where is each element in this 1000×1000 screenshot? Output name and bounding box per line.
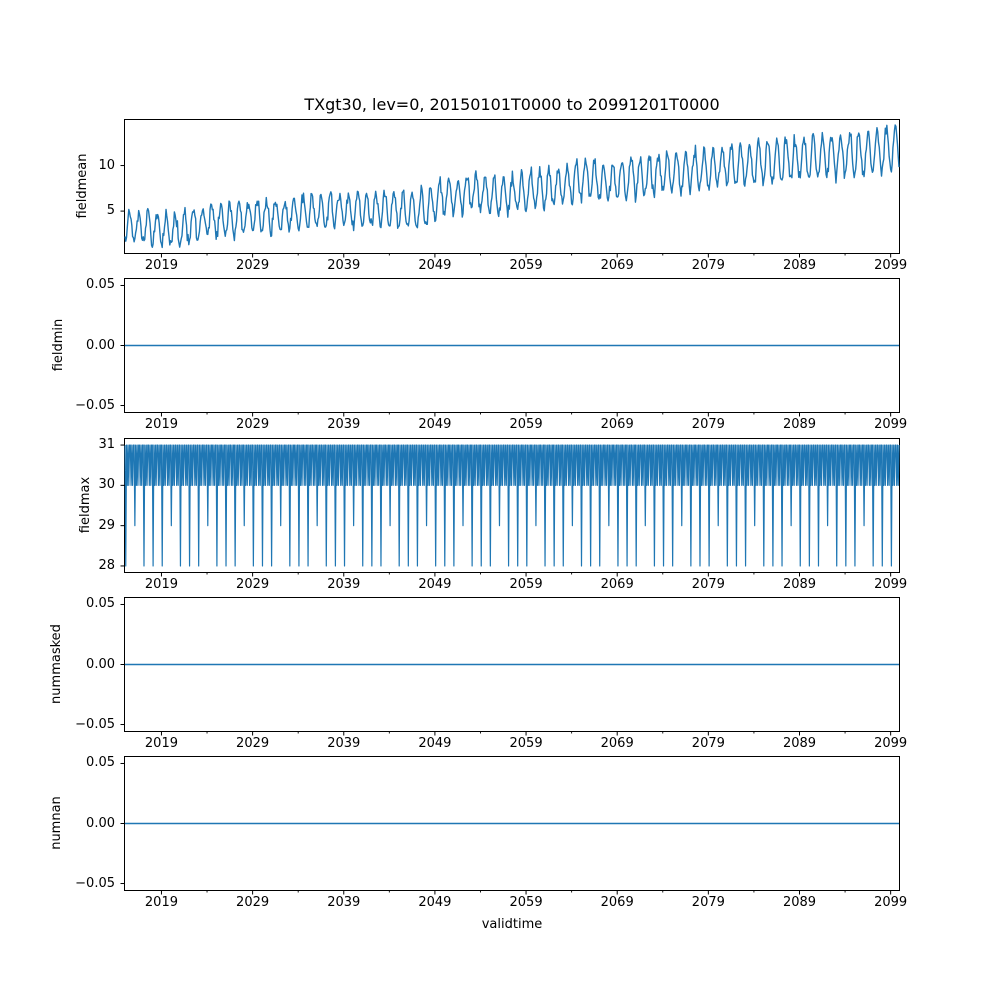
x-tick-label-fieldmin-2049: 2049: [418, 417, 452, 432]
x-tick-label-nummasked-2099: 2099: [874, 736, 908, 751]
x-tick-label-fieldmin-2029: 2029: [236, 417, 270, 432]
x-tick-label-fieldmin-2039: 2039: [327, 417, 361, 432]
numnan-plot: [120, 762, 899, 895]
fieldmin-plot: [120, 284, 899, 417]
x-tick-label-fieldmax-2059: 2059: [509, 577, 543, 592]
x-tick-label-fieldmean-2059: 2059: [509, 258, 543, 273]
x-tick-label-fieldmean-2019: 2019: [144, 258, 178, 273]
x-tick-label-numnan-2079: 2079: [691, 895, 725, 910]
subplot-numnan: [120, 756, 900, 895]
subplot-fieldmax: [120, 438, 900, 577]
figure-title: TXgt30, lev=0, 20150101T0000 to 20991201…: [304, 95, 720, 114]
y-tick-label-fieldmax-0: 31: [98, 437, 115, 453]
x-tick-label-nummasked-2079: 2079: [691, 736, 725, 751]
x-tick-label-fieldmax-2049: 2049: [418, 577, 452, 592]
x-tick-label-fieldmean-2089: 2089: [782, 258, 817, 273]
x-tick-label-numnan-2049: 2049: [418, 895, 452, 910]
y-tick-label-fieldmin-0: 0.05: [86, 277, 115, 293]
x-tick-label-nummasked-2049: 2049: [418, 736, 452, 751]
y-tick-label-fieldmax-3: 28: [98, 557, 115, 573]
x-tick-label-numnan-2039: 2039: [327, 895, 361, 910]
x-tick-label-fieldmax-2079: 2079: [691, 577, 725, 592]
x-tick-label-nummasked-2019: 2019: [144, 736, 178, 751]
y-tick-label-nummasked-1: 0.00: [86, 656, 115, 672]
y-tick-label-numnan-0: 0.05: [86, 755, 115, 771]
x-tick-label-fieldmin-2019: 2019: [144, 417, 178, 432]
nummasked-plot: [120, 603, 899, 736]
x-tick-label-fieldmax-2029: 2029: [236, 577, 270, 592]
x-tick-label-fieldmax-2039: 2039: [327, 577, 361, 592]
fieldmean-line: [124, 124, 900, 249]
y-tick-label-fieldmax-1: 30: [98, 477, 115, 493]
subplot-nummasked: [120, 597, 900, 736]
x-tick-label-numnan-2069: 2069: [600, 895, 634, 910]
x-tick-label-fieldmean-2039: 2039: [327, 258, 361, 273]
x-tick-label-nummasked-2089: 2089: [782, 736, 817, 751]
x-tick-label-fieldmean-2029: 2029: [236, 258, 270, 273]
x-tick-label-fieldmean-2079: 2079: [691, 258, 725, 273]
x-tick-label-fieldmin-2089: 2089: [782, 417, 817, 432]
y-tick-label-nummasked-2: −0.05: [75, 716, 115, 732]
x-tick-label-fieldmin-2079: 2079: [691, 417, 725, 432]
x-axis-label: validtime: [481, 917, 543, 932]
x-tick-label-numnan-2019: 2019: [144, 895, 178, 910]
y-tick-label-fieldmean-1: 10: [98, 157, 115, 173]
x-tick-label-numnan-2089: 2089: [782, 895, 817, 910]
x-tick-label-fieldmax-2099: 2099: [874, 577, 908, 592]
x-tick-label-numnan-2029: 2029: [236, 895, 270, 910]
x-tick-label-numnan-2059: 2059: [509, 895, 543, 910]
x-tick-label-fieldmean-2049: 2049: [418, 258, 452, 273]
y-tick-label-numnan-2: −0.05: [75, 875, 115, 891]
ylabel-fieldmean: fieldmean: [75, 153, 90, 219]
x-tick-label-fieldmax-2019: 2019: [144, 577, 178, 592]
y-tick-label-nummasked-0: 0.05: [86, 596, 115, 612]
subplot-fieldmin: [120, 278, 900, 417]
x-tick-label-nummasked-2059: 2059: [509, 736, 543, 751]
fieldmax-plot: [120, 444, 900, 577]
x-tick-label-fieldmin-2099: 2099: [874, 417, 908, 432]
fieldmax-line: [124, 444, 900, 567]
x-tick-label-nummasked-2029: 2029: [236, 736, 270, 751]
x-tick-label-fieldmax-2069: 2069: [600, 577, 634, 592]
y-tick-label-fieldmax-2: 29: [98, 517, 115, 533]
y-tick-label-numnan-1: 0.00: [86, 815, 115, 831]
x-tick-label-fieldmin-2059: 2059: [509, 417, 543, 432]
x-tick-label-nummasked-2069: 2069: [600, 736, 634, 751]
x-tick-label-numnan-2099: 2099: [874, 895, 908, 910]
x-tick-label-nummasked-2039: 2039: [327, 736, 361, 751]
x-tick-label-fieldmean-2099: 2099: [874, 258, 908, 273]
y-tick-label-fieldmean-0: 5: [106, 203, 115, 219]
x-tick-label-fieldmin-2069: 2069: [600, 417, 634, 432]
fieldmean-plot: [120, 124, 900, 258]
y-tick-label-fieldmin-2: −0.05: [75, 397, 115, 413]
x-tick-label-fieldmean-2069: 2069: [600, 258, 634, 273]
subplot-fieldmean: [120, 119, 900, 258]
x-tick-label-fieldmax-2089: 2089: [782, 577, 817, 592]
y-tick-label-fieldmin-1: 0.00: [86, 337, 115, 353]
